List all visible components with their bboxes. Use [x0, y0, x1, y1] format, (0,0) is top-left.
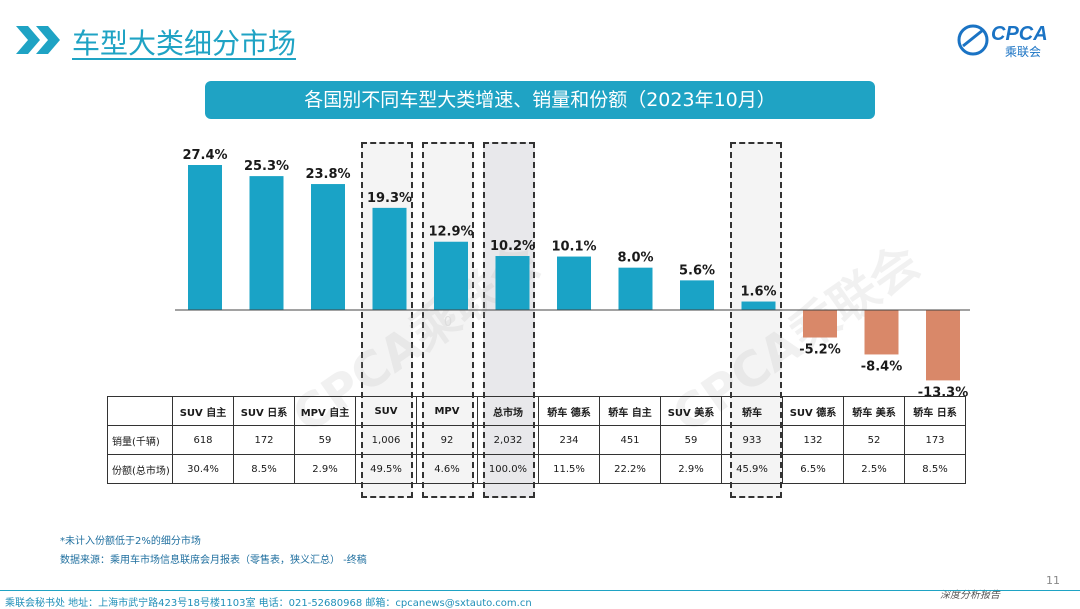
column-header: 轿车 德系 [538, 396, 600, 426]
footnote-source: 数据来源：乘用车市场信息联席会月报表（零售表，狭义汇总） -终稿 [60, 555, 367, 566]
table-cell: 8.5% [233, 454, 295, 484]
table-cell: 52 [843, 425, 905, 455]
column-header: SUV [355, 396, 417, 426]
bar-9 [741, 301, 776, 310]
row-label: 份额(总市场) [107, 454, 173, 484]
table-cell: 451 [599, 425, 661, 455]
footnote-share: *未计入份额低于2%的细分市场 [60, 536, 201, 547]
table-cell: 172 [233, 425, 295, 455]
bar-value-label-2: 23.8% [305, 167, 350, 182]
table-cell: 132 [782, 425, 844, 455]
bar-value-label-6: 10.1% [551, 240, 596, 255]
column-header: MPV [416, 396, 478, 426]
table-row: 份额(总市场) 30.4% 8.5% 2.9% 49.5% 4.6% 100.0% 11.5%… [107, 454, 966, 484]
row-label: 销量(千辆) [107, 425, 173, 455]
table-cell: 4.6% [416, 454, 478, 484]
footer-divider [0, 590, 1080, 591]
page-title: 车型大类细分市场 [72, 27, 297, 60]
bar-12 [926, 310, 960, 381]
column-header: SUV 自主 [172, 396, 234, 426]
chart-title-bar: 各国别不同车型大类增速、销量和份额（2023年10月） [205, 81, 875, 119]
column-header: SUV 日系 [233, 396, 295, 426]
bar-chart: 27.4% 25.3% 23.8% 19.3% 12.9% 10.2% 10.1% 8.0% 5… [175, 148, 970, 400]
bar-2 [311, 184, 345, 310]
bar-value-label-4: 12.9% [428, 225, 473, 240]
table-cell: 92 [416, 425, 478, 455]
bar-8 [680, 280, 714, 310]
logo-text: CPCA [991, 23, 1048, 45]
table-cell: 6.5% [782, 454, 844, 484]
bar-7 [618, 267, 653, 310]
table-cell: 59 [660, 425, 722, 455]
table-cell: 49.5% [355, 454, 417, 484]
chevron-right-icon [16, 26, 60, 54]
column-header: MPV 自主 [294, 396, 356, 426]
bar-value-label-5: 10.2% [490, 239, 535, 254]
page-number: 11 [1046, 574, 1060, 587]
bar-value-label-7: 8.0% [617, 251, 653, 266]
zero-label: 0 [444, 315, 452, 330]
table-cell: 100.0% [477, 454, 539, 484]
table-corner [107, 396, 173, 426]
table-cell: 8.5% [904, 454, 966, 484]
table-cell: 11.5% [538, 454, 600, 484]
table-cell: 173 [904, 425, 966, 455]
table-cell: 1,006 [355, 425, 417, 455]
table-cell: 234 [538, 425, 600, 455]
logo-subtext: 乘联会 [1005, 45, 1041, 59]
table-header-row: SUV 自主 SUV 日系 MPV 自主 SUV MPV 总市场 轿车 德系 轿车 自主 SUV… [107, 396, 966, 426]
column-header: 轿车 [721, 396, 783, 426]
report-type-label: 深度分析报告 [940, 590, 1000, 601]
bar-5 [495, 256, 530, 310]
bar-3 [372, 207, 407, 310]
table-cell: 22.2% [599, 454, 661, 484]
bar-value-label-10: -5.2% [799, 343, 840, 358]
table-row: 销量(千辆) 618 172 59 1,006 92 2,032 234 451 59 933 132… [107, 425, 966, 455]
column-header: 轿车 日系 [904, 396, 966, 426]
bar-4 [434, 241, 468, 310]
bar-1 [249, 176, 284, 310]
bar-0 [188, 165, 222, 310]
footer-contact: 乘联会秘书处 地址：上海市武宁路423号18号楼1103室 电话：021-526… [5, 598, 532, 609]
column-header: SUV 美系 [660, 396, 722, 426]
bar-value-label-1: 25.3% [244, 159, 289, 174]
bar-10 [803, 310, 837, 338]
column-header: 轿车 自主 [599, 396, 661, 426]
bar-value-label-8: 5.6% [679, 263, 715, 278]
table-cell: 2.5% [843, 454, 905, 484]
column-header: SUV 德系 [782, 396, 844, 426]
table-cell: 2,032 [477, 425, 539, 455]
bar-value-label-11: -8.4% [861, 359, 902, 374]
table-cell: 933 [721, 425, 783, 455]
bar-value-label-3: 19.3% [367, 191, 412, 206]
table-cell: 30.4% [172, 454, 234, 484]
column-header: 总市场 [477, 396, 539, 426]
data-table: SUV 自主 SUV 日系 MPV 自主 SUV MPV 总市场 轿车 德系 轿车 自主 SUV… [107, 396, 966, 484]
table-cell: 45.9% [721, 454, 783, 484]
bar-value-label-9: 1.6% [740, 285, 776, 300]
bar-6 [557, 256, 591, 310]
table-cell: 2.9% [294, 454, 356, 484]
bar-value-label-0: 27.4% [182, 148, 227, 163]
cpca-logo: CPCA 乘联会 [957, 23, 1048, 59]
table-cell: 2.9% [660, 454, 722, 484]
table-cell: 59 [294, 425, 356, 455]
table-cell: 618 [172, 425, 234, 455]
column-header: 轿车 美系 [843, 396, 905, 426]
bar-11 [864, 310, 899, 355]
